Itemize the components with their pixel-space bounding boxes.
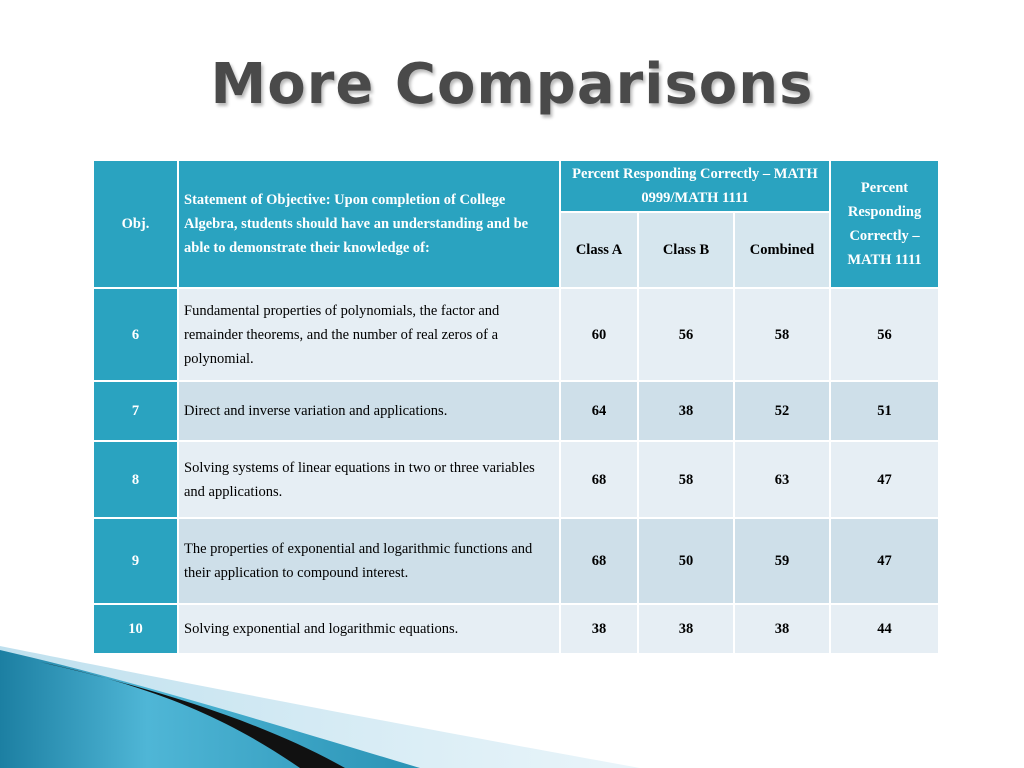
- row-class-b: 38: [639, 382, 735, 442]
- row-combined: 63: [735, 442, 832, 519]
- header-class-a: Class A: [561, 213, 639, 289]
- row-description: Solving exponential and logarithmic equa…: [179, 605, 561, 655]
- row-class-b: 50: [639, 519, 735, 605]
- row-math1111: 56: [831, 289, 941, 382]
- swoosh-blue-band: [0, 650, 420, 768]
- row-math1111: 47: [831, 442, 941, 519]
- row-obj: 8: [94, 442, 179, 519]
- row-obj: 10: [94, 605, 179, 655]
- row-obj: 7: [94, 382, 179, 442]
- table-row: 8 Solving systems of linear equations in…: [94, 442, 941, 519]
- table-row: 7 Direct and inverse variation and appli…: [94, 382, 941, 442]
- table-row: 6 Fundamental properties of polynomials,…: [94, 289, 941, 382]
- row-combined: 52: [735, 382, 832, 442]
- table-row: 9 The properties of exponential and loga…: [94, 519, 941, 605]
- row-combined: 59: [735, 519, 832, 605]
- header-obj: Obj.: [94, 161, 179, 289]
- row-combined: 58: [735, 289, 832, 382]
- row-description: Fundamental properties of polynomials, t…: [179, 289, 561, 382]
- row-description: Solving systems of linear equations in t…: [179, 442, 561, 519]
- header-statement: Statement of Objective: Upon completion …: [179, 161, 561, 289]
- row-class-b: 56: [639, 289, 735, 382]
- row-description: The properties of exponential and logari…: [179, 519, 561, 605]
- row-math1111: 47: [831, 519, 941, 605]
- header-combined: Combined: [735, 213, 832, 289]
- row-class-a: 38: [561, 605, 639, 655]
- row-class-a: 68: [561, 442, 639, 519]
- row-math1111: 44: [831, 605, 941, 655]
- row-combined: 38: [735, 605, 832, 655]
- row-class-a: 68: [561, 519, 639, 605]
- table-row: 10 Solving exponential and logarithmic e…: [94, 605, 941, 655]
- row-class-b: 58: [639, 442, 735, 519]
- row-math1111: 51: [831, 382, 941, 442]
- comparison-table: Obj. Statement of Objective: Upon comple…: [94, 161, 941, 655]
- decorative-swoosh: [0, 646, 640, 768]
- header-class-b: Class B: [639, 213, 735, 289]
- row-description: Direct and inverse variation and applica…: [179, 382, 561, 442]
- slide-title: More Comparisons: [210, 52, 814, 117]
- header-math1111: Percent Responding Correctly – MATH 1111: [831, 161, 941, 289]
- row-class-a: 64: [561, 382, 639, 442]
- swoosh-dark-stripe: [40, 662, 345, 768]
- row-class-a: 60: [561, 289, 639, 382]
- row-class-b: 38: [639, 605, 735, 655]
- row-obj: 6: [94, 289, 179, 382]
- header-group-math0999: Percent Responding Correctly – MATH 0999…: [561, 161, 832, 213]
- row-obj: 9: [94, 519, 179, 605]
